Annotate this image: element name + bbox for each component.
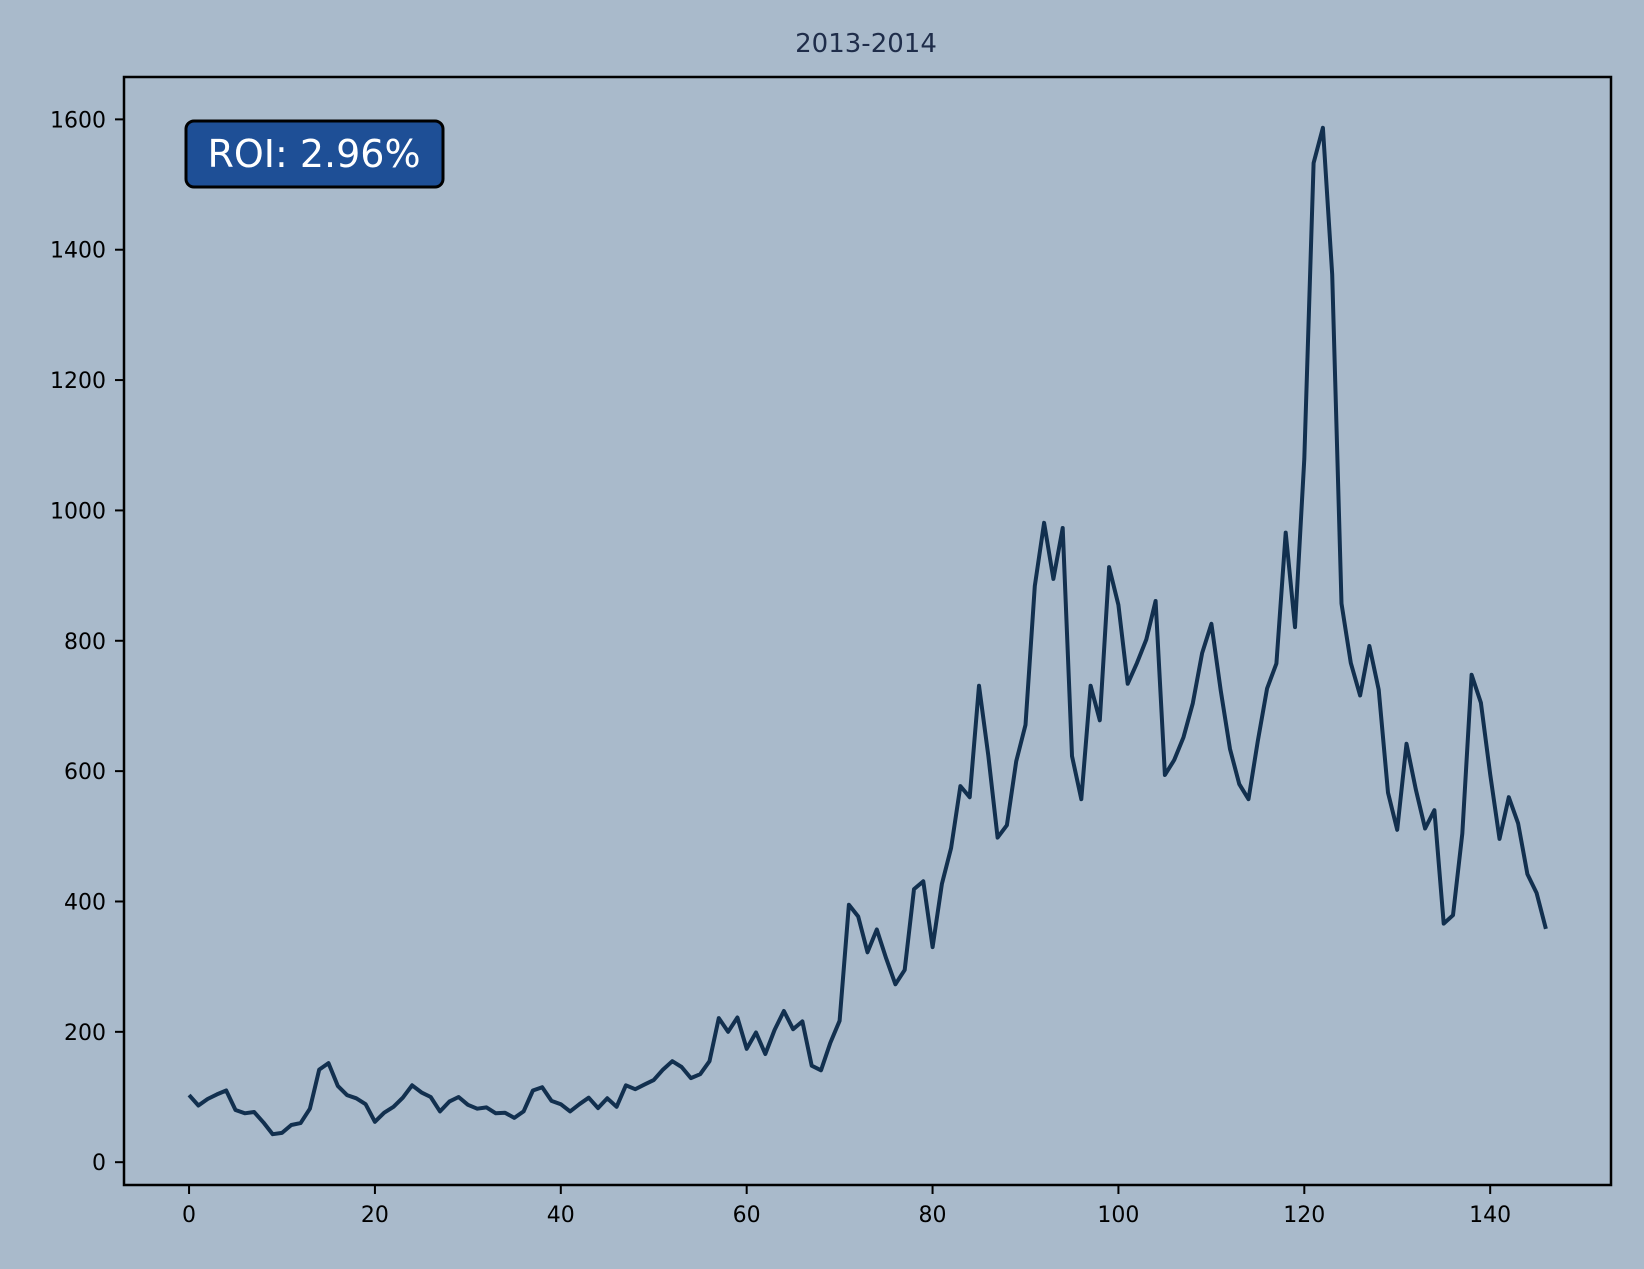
y-tick-label: 1600	[50, 108, 106, 133]
x-tick-label: 140	[1469, 1203, 1511, 1228]
y-tick-label: 800	[64, 630, 106, 655]
y-tick-label: 1200	[50, 369, 106, 394]
plot-area-frame	[122, 75, 1613, 1187]
y-tick-label: 1400	[50, 239, 106, 264]
y-tick-label: 1000	[50, 499, 106, 524]
x-tick-label: 60	[733, 1203, 761, 1228]
roi-badge-text: ROI: 2.96%	[207, 132, 420, 176]
x-axis: 0 20 40 60 80 100 120 140	[182, 1185, 1511, 1228]
series-line	[187, 125, 1548, 1137]
y-tick-label: 0	[92, 1151, 106, 1176]
x-tick-label: 100	[1097, 1203, 1139, 1228]
x-tick-label: 120	[1283, 1203, 1325, 1228]
y-tick-label: 600	[64, 760, 106, 785]
y-axis: 0 200 400 600 800 1000 1200 1400 1600	[50, 108, 124, 1176]
x-tick-label: 80	[919, 1203, 947, 1228]
roi-badge-box	[184, 119, 445, 189]
chart-title: 2013-2014	[795, 29, 937, 59]
roi-badge: ROI: 2.96%	[184, 119, 445, 189]
x-tick-label: 20	[361, 1203, 389, 1228]
y-tick-label: 400	[64, 890, 106, 915]
y-tick-label: 200	[64, 1021, 106, 1046]
x-tick-label: 0	[182, 1203, 196, 1228]
x-tick-label: 40	[547, 1203, 575, 1228]
